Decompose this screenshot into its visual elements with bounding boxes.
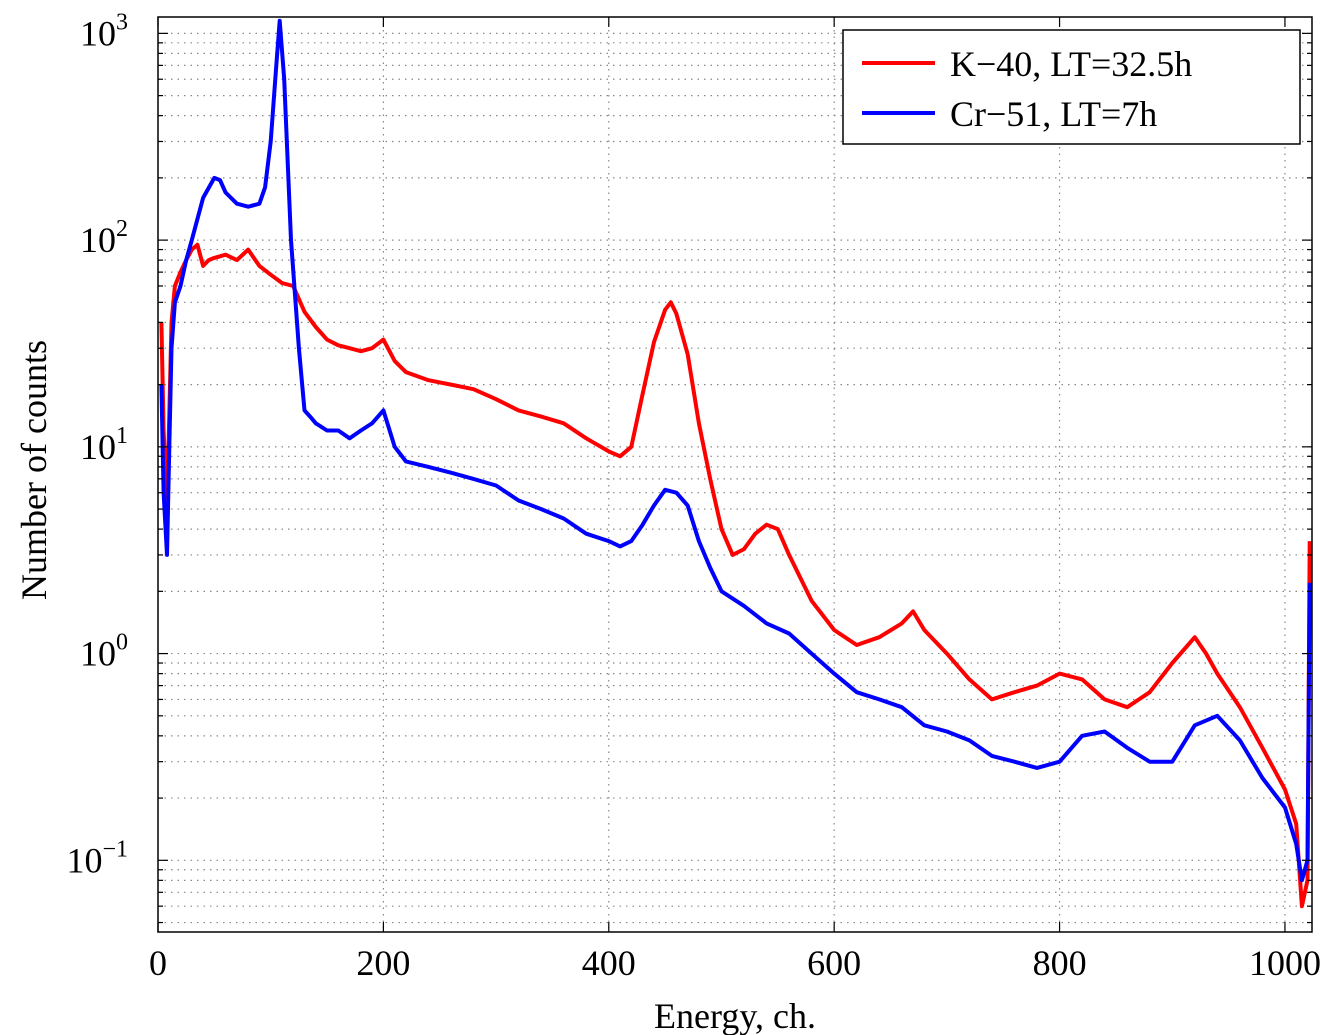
y-axis-label: Number of counts [14,340,54,600]
series-layer [159,18,1312,909]
y-tick-label: 101 [80,423,128,467]
x-tick-label: 1000 [1249,943,1321,983]
legend: K−40, LT=32.5h Cr−51, LT=7h [842,29,1301,145]
y-tick-label: 100 [80,630,128,674]
x-tick-label: 400 [582,943,636,983]
y-tick-label: 103 [80,9,128,53]
legend-label-k40: K−40, LT=32.5h [950,44,1192,84]
x-axis-label: Energy, ch. [654,996,816,1035]
x-tick-label: 800 [1033,943,1087,983]
y-tick-label: 10−1 [66,836,128,880]
series-line-0 [159,242,1312,909]
axis-ticks: 0 200 400 600 800 1000 10−1 100 101 102 103 [66,9,1321,983]
x-tick-label: 0 [149,943,167,983]
series-line-1 [159,18,1312,883]
y-tick-label: 102 [80,216,128,260]
legend-box [842,29,1301,145]
x-tick-label: 600 [807,943,861,983]
x-tick-label: 200 [356,943,410,983]
legend-label-cr51: Cr−51, LT=7h [950,94,1157,134]
plot-frame [157,16,1313,933]
